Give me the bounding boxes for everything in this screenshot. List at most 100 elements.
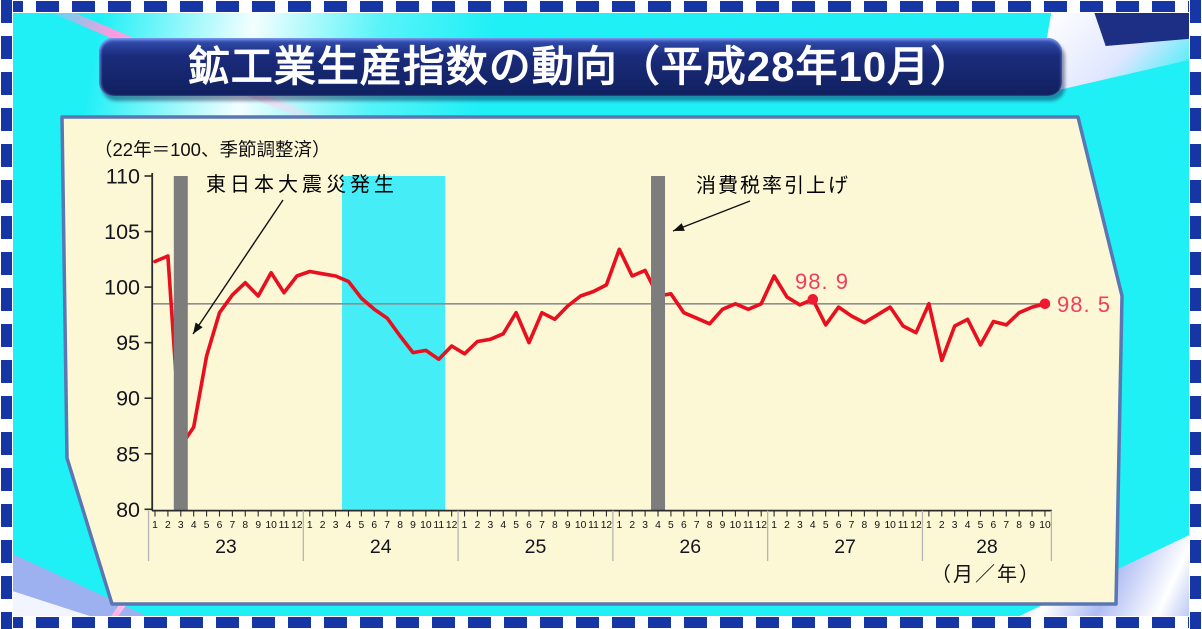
dashed-border-top xyxy=(0,0,1202,13)
month-tick-label: 9 xyxy=(255,520,261,531)
month-tick-label: 11 xyxy=(433,520,444,531)
month-tick-label: 7 xyxy=(384,520,390,531)
tax-hike-annotation-label: 消費税率引上げ xyxy=(696,174,850,197)
month-tick-label: 1 xyxy=(926,520,932,531)
month-tick-label: 5 xyxy=(513,520,519,531)
month-tick-label: 12 xyxy=(291,520,303,531)
recession-band xyxy=(342,176,446,511)
month-tick-label: 1 xyxy=(462,520,468,531)
month-tick-label: 4 xyxy=(810,520,816,531)
month-tick-label: 7 xyxy=(849,520,855,531)
month-tick-label: 10 xyxy=(265,520,277,531)
month-tick-label: 2 xyxy=(320,520,326,531)
month-tick-label: 12 xyxy=(446,520,458,531)
month-tick-label: 6 xyxy=(371,520,377,531)
month-tick-label: 8 xyxy=(552,520,558,531)
month-tick-label: 12 xyxy=(910,520,922,531)
event-bar-earthquake xyxy=(173,176,188,511)
data-point-marker xyxy=(1039,298,1051,310)
title-bar: 鉱工業生産指数の動向（平成28年10月） xyxy=(99,38,1062,96)
month-tick-label: 6 xyxy=(836,520,842,531)
tax-hike-annotation-arrow-line xyxy=(672,200,751,232)
month-tick-label: 2 xyxy=(629,520,635,531)
data-point-marker xyxy=(807,294,819,305)
year-label: 23 xyxy=(215,536,237,558)
month-tick-label: 10 xyxy=(420,520,432,531)
page-title: 鉱工業生産指数の動向（平成28年10月） xyxy=(187,43,974,90)
month-tick-label: 8 xyxy=(1016,520,1022,531)
y-tick-label: 85 xyxy=(116,442,140,466)
month-tick-label: 5 xyxy=(978,520,984,531)
year-label: 28 xyxy=(976,536,998,558)
month-tick-label: 5 xyxy=(668,520,674,531)
month-tick-label: 12 xyxy=(755,520,767,531)
month-tick-label: 4 xyxy=(965,520,971,531)
y-tick-label: 80 xyxy=(116,498,140,522)
month-tick-label: 7 xyxy=(539,520,545,531)
month-tick-label: 2 xyxy=(165,520,171,531)
year-label: 25 xyxy=(525,536,547,558)
month-tick-label: 4 xyxy=(346,520,352,531)
month-tick-label: 11 xyxy=(279,520,290,531)
month-tick-label: 3 xyxy=(797,520,803,531)
month-tick-label: 8 xyxy=(242,520,248,531)
month-tick-label: 10 xyxy=(575,520,587,531)
earthquake-annotation-label: 東日本大震災発生 xyxy=(206,173,398,196)
month-tick-label: 1 xyxy=(307,520,313,531)
month-tick-label: 5 xyxy=(359,520,365,531)
month-tick-label: 4 xyxy=(655,520,661,531)
month-tick-label: 3 xyxy=(952,520,958,531)
point-label-98-5: 98. 5 xyxy=(1057,292,1111,317)
month-tick-label: 10 xyxy=(884,520,896,531)
month-tick-label: 2 xyxy=(475,520,481,531)
month-tick-label: 10 xyxy=(730,520,742,531)
month-tick-label: 9 xyxy=(565,520,571,531)
month-tick-label: 6 xyxy=(681,520,687,531)
month-tick-label: 2 xyxy=(939,520,945,531)
year-label: 24 xyxy=(370,536,392,558)
month-tick-label: 2 xyxy=(784,520,790,531)
month-tick-label: 9 xyxy=(720,520,726,531)
production-index-line xyxy=(153,247,1047,448)
y-tick-label: 90 xyxy=(116,387,140,411)
dashed-border-left xyxy=(0,0,13,629)
earthquake-annotation-arrow-line xyxy=(192,199,284,335)
month-tick-label: 8 xyxy=(862,520,868,531)
month-tick-label: 1 xyxy=(771,520,777,531)
month-tick-label: 4 xyxy=(500,520,506,531)
month-tick-label: 12 xyxy=(601,520,613,531)
month-tick-label: 3 xyxy=(487,520,493,531)
month-tick-label: 7 xyxy=(1003,520,1009,531)
month-tick-label: 3 xyxy=(642,520,648,531)
y-tick-label: 110 xyxy=(106,165,140,189)
month-tick-label: 8 xyxy=(397,520,403,531)
point-label-98-9: 98. 9 xyxy=(795,269,849,294)
month-tick-label: 5 xyxy=(204,520,210,531)
x-axis-unit-label: （月／年） xyxy=(931,563,1041,586)
event-bar-tax-hike xyxy=(651,176,666,511)
month-tick-label: 9 xyxy=(410,520,416,531)
earthquake-annotation-arrow-head xyxy=(193,322,203,334)
month-tick-label: 6 xyxy=(991,520,997,531)
month-tick-label: 8 xyxy=(707,520,713,531)
dashed-border-bottom xyxy=(0,616,1202,629)
month-tick-label: 11 xyxy=(588,520,599,531)
year-label: 27 xyxy=(834,536,856,558)
y-tick-label: 95 xyxy=(116,331,140,355)
year-label: 26 xyxy=(679,536,701,558)
month-tick-label: 11 xyxy=(743,520,754,531)
month-tick-label: 7 xyxy=(694,520,700,531)
month-tick-label: 9 xyxy=(1029,520,1035,531)
month-tick-label: 1 xyxy=(616,520,622,531)
month-tick-label: 3 xyxy=(178,520,184,531)
month-tick-label: 6 xyxy=(526,520,532,531)
month-tick-label: 7 xyxy=(230,520,236,531)
month-tick-label: 1 xyxy=(152,520,158,531)
y-tick-label: 105 xyxy=(104,220,140,244)
month-tick-label: 9 xyxy=(874,520,880,531)
month-tick-label: 4 xyxy=(191,520,197,531)
month-tick-label: 6 xyxy=(217,520,223,531)
month-tick-label: 11 xyxy=(898,520,909,531)
dashed-border-right xyxy=(1189,0,1202,629)
